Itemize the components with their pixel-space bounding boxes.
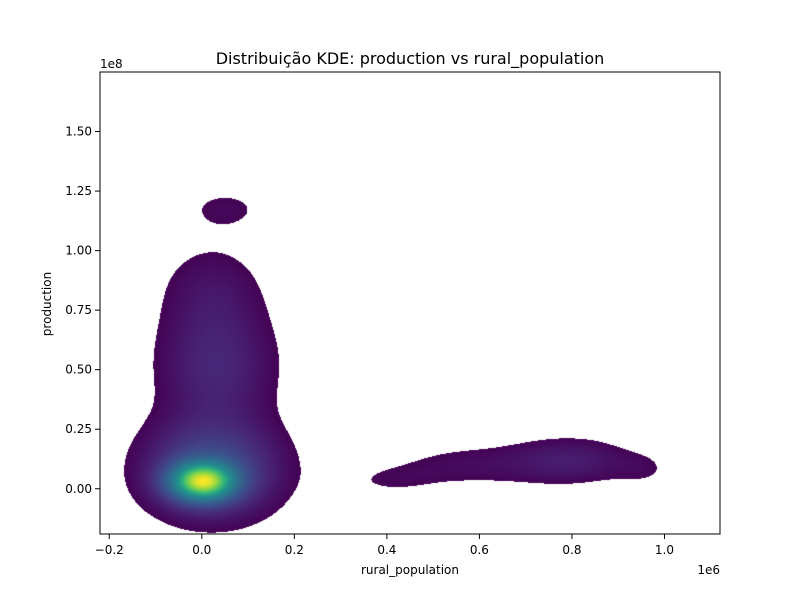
kde-density-heatmap [101,73,720,534]
x-tick-label: 0.2 [285,543,304,557]
y-tick-label: 0.25 [65,422,92,436]
y-tick-label: 0.75 [65,303,92,317]
chart-title: Distribuição KDE: production vs rural_po… [216,49,605,69]
x-tick-label: 1.0 [655,543,674,557]
y-tick-label: 1.25 [65,184,92,198]
y-offset-label: 1e8 [100,57,123,71]
y-tick-label: 1.50 [65,125,92,139]
x-tick-label: 0.6 [470,543,489,557]
axes-frame [99,71,721,535]
x-tick-label: −0.2 [95,543,124,557]
y-axis-label: production [40,272,54,336]
y-tick-label: 0.00 [65,482,92,496]
y-tick-label: 1.00 [65,244,92,258]
y-tick-label: 0.50 [65,363,92,377]
axis-ticks: −0.2 0.0 0.2 0.4 0.6 0.8 1.0 0.00 0.25 0.50 0.75 1.… [65,125,674,557]
x-tick-label: 0.8 [562,543,581,557]
density-plot-area [101,73,720,534]
x-offset-label: 1e6 [697,563,720,577]
x-tick-label: 0.4 [377,543,396,557]
x-axis-label: rural_population [361,563,459,577]
x-tick-label: 0.0 [192,543,211,557]
